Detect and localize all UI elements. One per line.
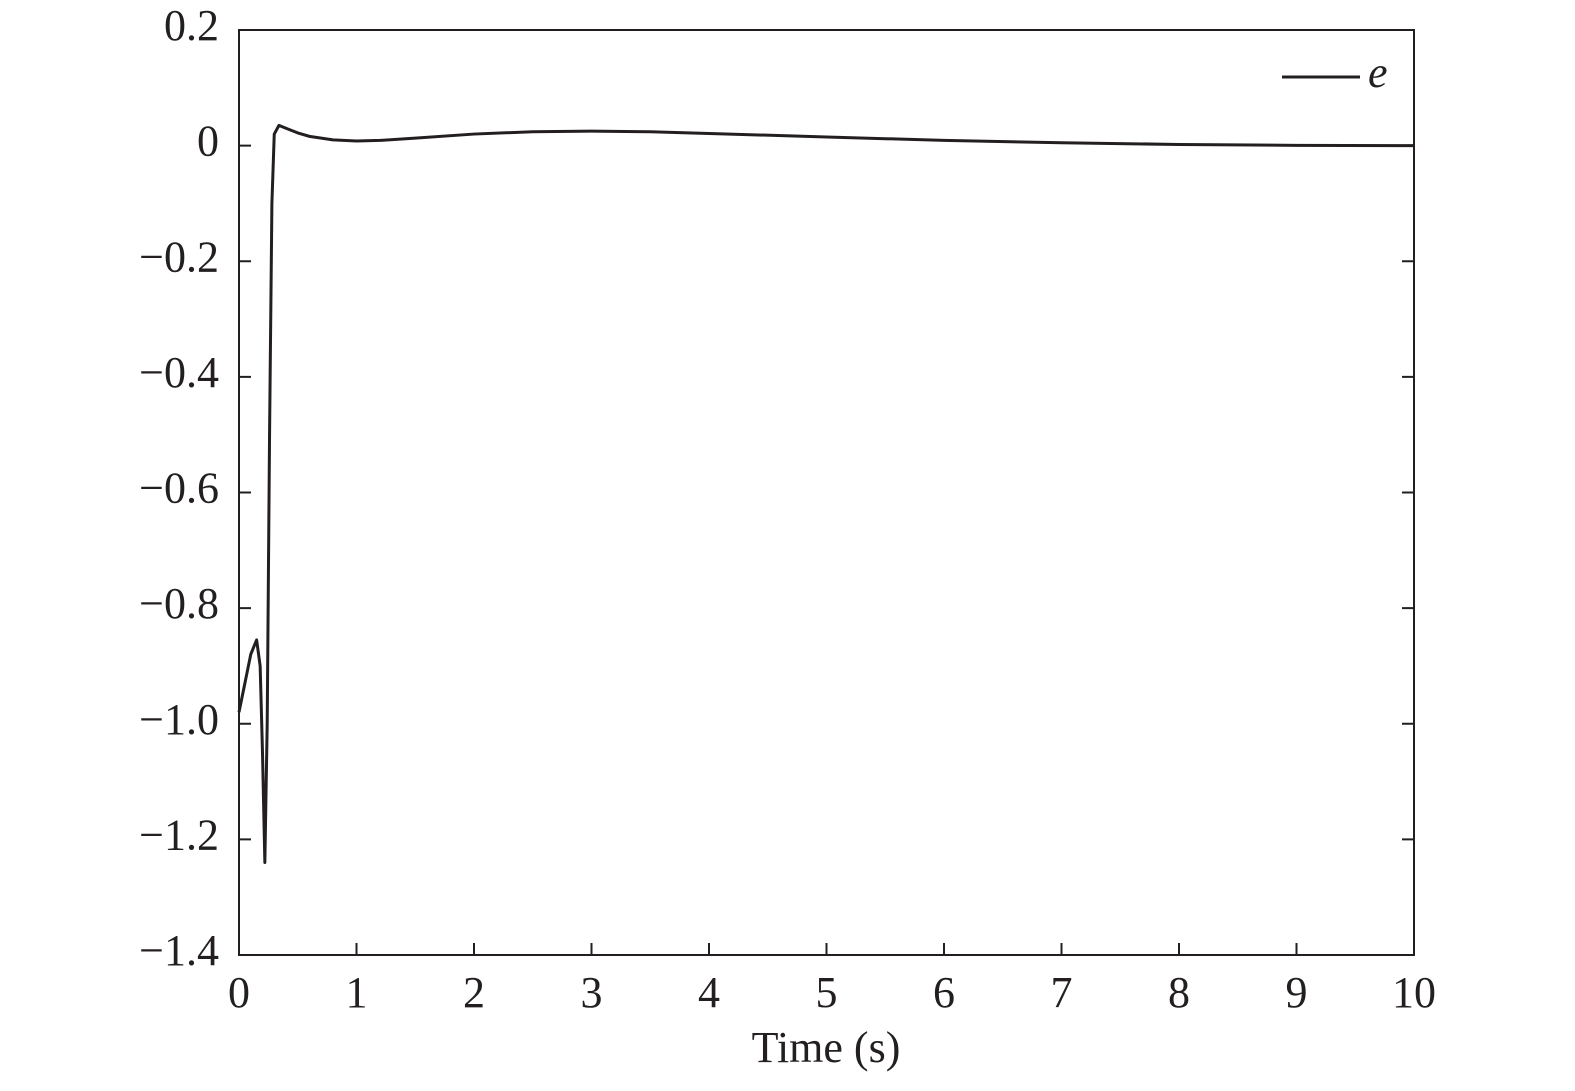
x-axis-label: Time (s) <box>752 1023 901 1072</box>
y-tick-label: −0.4 <box>139 348 219 397</box>
x-tick-label: 10 <box>1392 968 1436 1017</box>
y-tick-label: −1.2 <box>139 810 219 859</box>
x-tick-label: 5 <box>816 968 838 1017</box>
x-tick-label: 9 <box>1286 968 1308 1017</box>
x-tick-label: 0 <box>228 968 250 1017</box>
x-tick-label: 3 <box>581 968 603 1017</box>
x-tick-label: 4 <box>698 968 720 1017</box>
y-tick-label: −0.6 <box>139 464 219 513</box>
legend-label: e <box>1368 48 1388 97</box>
y-tick-label: −0.2 <box>139 232 219 281</box>
y-tick-label: −1.0 <box>139 695 219 744</box>
plot-frame <box>238 29 1415 956</box>
x-tick-label: 2 <box>463 968 485 1017</box>
y-tick-label: −0.8 <box>139 579 219 628</box>
x-tick-label: 1 <box>346 968 368 1017</box>
y-tick-label: 0.2 <box>164 1 219 50</box>
y-tick-label: 0 <box>197 117 219 166</box>
x-tick-label: 7 <box>1051 968 1073 1017</box>
y-tick-label: −1.4 <box>139 926 219 975</box>
data-line <box>237 123 1415 864</box>
x-tick-label: 8 <box>1168 968 1190 1017</box>
x-tick-label: 6 <box>933 968 955 1017</box>
